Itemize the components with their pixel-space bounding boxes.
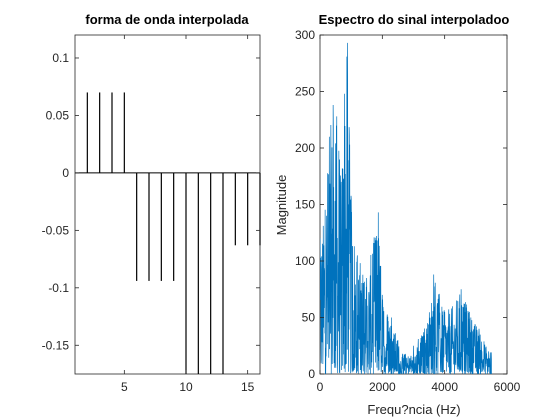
left-y-tick-label: -0.05 bbox=[42, 223, 70, 237]
left-y-tick-label: -0.1 bbox=[48, 281, 69, 295]
right-y-tick-label: 0 bbox=[308, 367, 315, 381]
right-x-tick-label: 2000 bbox=[369, 380, 396, 394]
left-y-tick-label: -0.15 bbox=[42, 338, 70, 352]
left-y-tick-label: 0.05 bbox=[46, 108, 70, 122]
left-y-tick-label: 0 bbox=[62, 166, 69, 180]
spectrum-line bbox=[320, 42, 492, 374]
left-x-tick-label: 15 bbox=[241, 380, 255, 394]
right-y-tick-label: 200 bbox=[295, 141, 315, 155]
left-stems bbox=[75, 92, 261, 374]
right-axes: 0 2000 4000 6000 0 50 100 150 200 250 300 Espectro… bbox=[274, 12, 521, 417]
right-y-tick-label: 150 bbox=[295, 198, 315, 212]
left-x-tick-label: 10 bbox=[179, 380, 193, 394]
right-x-tick-label: 6000 bbox=[494, 380, 521, 394]
right-y-tick-label: 100 bbox=[295, 254, 315, 268]
left-y-tick-label: 0.1 bbox=[52, 51, 69, 65]
left-ticks: 5 10 15 0.1 0.05 0 -0.05 -0.1 -0.15 bbox=[42, 35, 260, 394]
right-y-tick-label: 50 bbox=[302, 311, 316, 325]
left-x-tick-label: 5 bbox=[121, 380, 128, 394]
right-y-tick-label: 300 bbox=[295, 28, 315, 42]
left-chart-title: forma de onda interpolada bbox=[85, 12, 249, 27]
right-x-tick-label: 4000 bbox=[431, 380, 458, 394]
right-y-axis-label: Magnitude bbox=[274, 175, 289, 236]
right-x-tick-label: 0 bbox=[317, 380, 324, 394]
left-plot-area bbox=[74, 34, 261, 375]
left-axes: 5 10 15 0.1 0.05 0 -0.05 -0.1 -0.15 forma de ond… bbox=[42, 12, 261, 394]
right-ticks: 0 2000 4000 6000 0 50 100 150 200 250 300 bbox=[295, 28, 521, 394]
right-chart-title: Espectro do sinal interpoladoo bbox=[319, 12, 510, 27]
right-y-tick-label: 250 bbox=[295, 85, 315, 99]
right-x-axis-label: Frequ?ncia (Hz) bbox=[367, 402, 460, 417]
